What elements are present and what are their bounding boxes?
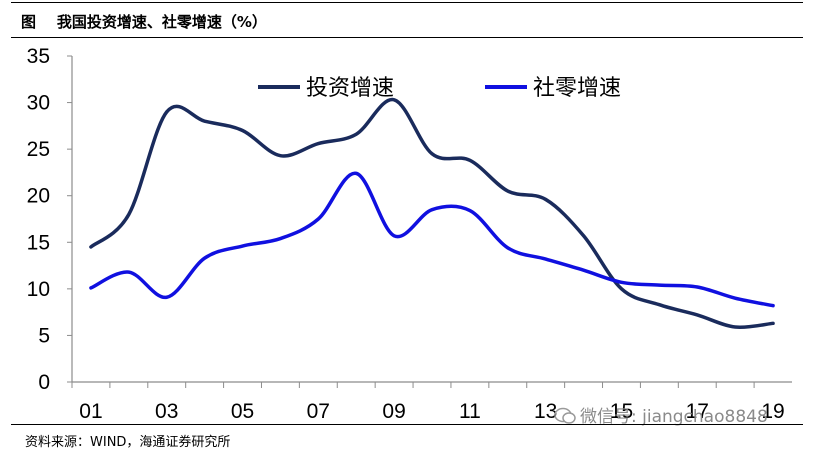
figure-source: 资料来源：WIND，海通证券研究所 [25,435,231,450]
x-tick-label: 11 [459,400,481,423]
y-tick-label: 30 [27,92,50,115]
figure-caption: 图 我国投资增速、社零增速（%） [21,13,267,31]
legend-label-2: 社零增速 [533,76,621,101]
wechat-watermark: 微信号: jiangchao8848 [554,402,768,427]
y-tick-label: 0 [38,371,50,394]
series-line-1 [89,98,775,330]
x-tick-label: 15 [610,400,633,423]
y-tick-label: 5 [38,324,50,347]
series-line-2 [89,171,775,308]
wechat-icon [554,407,576,424]
x-tick-label: 17 [686,400,709,423]
x-tick-label: 19 [761,400,784,423]
source-bar: 资料来源：WIND，海通证券研究所 [11,424,803,455]
y-tick-label: 20 [27,185,50,208]
x-tick-label: 03 [155,400,178,423]
legend-label-1: 投资增速 [306,76,394,101]
watermark-text: 微信号: jiangchao8848 [580,407,768,427]
x-tick-label: 05 [231,400,254,423]
y-tick-label: 25 [27,138,50,161]
chart-series [89,98,775,330]
x-tick-label: 01 [79,400,102,423]
x-tick-label: 07 [307,400,330,423]
y-tick-label: 10 [27,278,50,301]
figure-caption-bar: 图 我国投资增速、社零增速（%） [11,2,803,38]
chart-axes [71,56,792,383]
x-tick-label: 09 [382,400,405,423]
y-tick-label: 15 [27,231,50,254]
y-tick-label: 35 [27,45,50,68]
chart-legend: 投资增速 社零增速 [258,76,621,101]
x-tick-label: 13 [534,400,557,423]
